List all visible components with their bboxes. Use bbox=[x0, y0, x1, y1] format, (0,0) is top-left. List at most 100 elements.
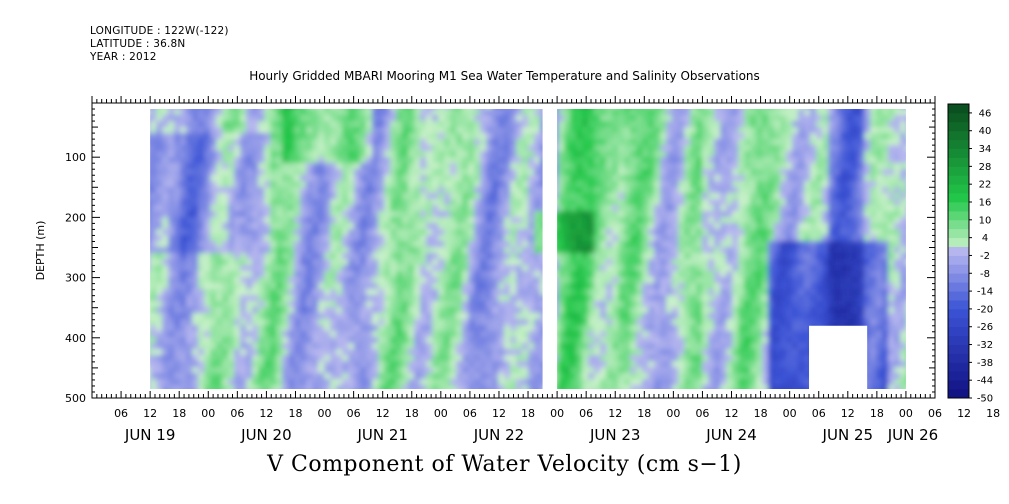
heatmap-cell bbox=[258, 109, 265, 110]
heatmap-cell bbox=[564, 157, 571, 164]
heatmap-cell bbox=[576, 373, 583, 380]
heatmap-cell bbox=[678, 169, 685, 176]
heatmap-cell bbox=[336, 325, 343, 332]
heatmap-cell bbox=[570, 325, 577, 332]
heatmap-cell bbox=[180, 235, 187, 242]
heatmap-cell bbox=[450, 187, 457, 194]
heatmap-cell bbox=[558, 283, 565, 290]
heatmap-cell bbox=[528, 109, 535, 110]
heatmap-cell bbox=[684, 313, 691, 320]
heatmap-cell bbox=[384, 253, 391, 260]
heatmap-cell bbox=[246, 133, 253, 140]
heatmap-cell bbox=[702, 139, 709, 146]
heatmap-cell bbox=[678, 121, 685, 128]
heatmap-cell bbox=[720, 373, 727, 380]
heatmap-cell bbox=[666, 151, 673, 158]
heatmap-cell bbox=[234, 163, 241, 170]
heatmap-cell bbox=[366, 319, 373, 326]
heatmap-cell bbox=[312, 199, 319, 206]
heatmap-cell bbox=[312, 151, 319, 158]
heatmap-cell bbox=[168, 133, 175, 140]
heatmap-cell bbox=[558, 235, 565, 242]
heatmap-cell bbox=[288, 127, 295, 134]
heatmap-cell bbox=[486, 373, 493, 380]
heatmap-cell bbox=[684, 241, 691, 248]
heatmap-cell bbox=[594, 181, 601, 188]
heatmap-cell bbox=[426, 247, 433, 254]
heatmap-cell bbox=[606, 199, 613, 206]
heatmap-cell bbox=[252, 295, 259, 302]
heatmap-cell bbox=[570, 343, 577, 350]
heatmap-cell bbox=[390, 151, 397, 158]
heatmap-cell bbox=[270, 175, 277, 182]
heatmap-cell bbox=[444, 367, 451, 374]
heatmap-cell bbox=[732, 373, 739, 380]
heatmap-cell bbox=[312, 319, 319, 326]
heatmap-cell bbox=[702, 223, 709, 230]
heatmap-cell bbox=[288, 223, 295, 230]
heatmap-cell bbox=[294, 283, 301, 290]
heatmap-cell bbox=[576, 283, 583, 290]
heatmap-cell bbox=[606, 313, 613, 320]
heatmap-cell bbox=[396, 229, 403, 236]
heatmap-cell bbox=[156, 211, 163, 218]
heatmap-cell bbox=[240, 253, 247, 260]
heatmap-cell bbox=[396, 295, 403, 302]
heatmap-cell bbox=[576, 385, 583, 389]
heatmap-cell bbox=[270, 187, 277, 194]
heatmap-cell bbox=[600, 109, 607, 116]
heatmap-cell bbox=[708, 205, 715, 212]
heatmap-cell bbox=[570, 223, 577, 230]
heatmap-cell bbox=[186, 109, 193, 116]
heatmap-cell bbox=[630, 169, 637, 176]
heatmap-cell bbox=[582, 193, 589, 200]
heatmap-cell bbox=[288, 295, 295, 302]
heatmap-cell bbox=[714, 271, 721, 278]
heatmap-cell bbox=[234, 223, 241, 230]
heatmap-cell bbox=[534, 241, 541, 248]
heatmap-cell bbox=[426, 361, 433, 368]
heatmap-cell bbox=[162, 181, 169, 188]
heatmap-cell bbox=[618, 253, 625, 260]
heatmap-cell bbox=[414, 145, 421, 152]
heatmap-cell bbox=[672, 247, 679, 254]
heatmap-cell bbox=[636, 301, 643, 308]
heatmap-cell bbox=[660, 109, 667, 110]
heatmap-cell bbox=[588, 241, 595, 248]
heatmap-cell bbox=[348, 175, 355, 182]
heatmap-cell bbox=[612, 151, 619, 158]
heatmap-cell bbox=[234, 235, 241, 242]
heatmap-cell bbox=[660, 205, 667, 212]
heatmap-cell bbox=[576, 259, 583, 266]
heatmap-cell bbox=[654, 109, 661, 116]
heatmap-cell bbox=[150, 169, 151, 176]
heatmap-cell bbox=[564, 121, 571, 128]
heatmap-cell bbox=[672, 133, 679, 140]
heatmap-cell bbox=[312, 139, 319, 146]
heatmap-cell bbox=[318, 223, 325, 230]
heatmap-cell bbox=[252, 121, 259, 128]
heatmap-cell bbox=[240, 349, 247, 356]
heatmap-cell bbox=[450, 307, 457, 314]
heatmap-cell bbox=[210, 295, 217, 302]
heatmap-cell bbox=[708, 313, 715, 320]
heatmap-cell bbox=[426, 307, 433, 314]
heatmap-cell bbox=[240, 289, 247, 296]
heatmap-cell bbox=[744, 235, 751, 242]
heatmap-cell bbox=[654, 385, 661, 389]
heatmap-cell bbox=[672, 355, 679, 362]
heatmap-cell bbox=[270, 277, 277, 284]
heatmap-cell bbox=[480, 193, 487, 200]
heatmap-cell bbox=[498, 133, 505, 140]
heatmap-cell bbox=[324, 349, 331, 356]
heatmap-cell bbox=[150, 265, 151, 272]
heatmap-cell bbox=[678, 319, 685, 326]
heatmap-cell bbox=[414, 139, 421, 146]
heatmap-cell bbox=[438, 163, 445, 170]
heatmap-cell bbox=[270, 385, 277, 389]
heatmap-cell bbox=[750, 307, 757, 314]
heatmap-cell bbox=[450, 211, 457, 218]
heatmap-cell bbox=[702, 367, 709, 374]
heatmap-cell bbox=[642, 355, 649, 362]
heatmap-cell bbox=[672, 211, 679, 218]
